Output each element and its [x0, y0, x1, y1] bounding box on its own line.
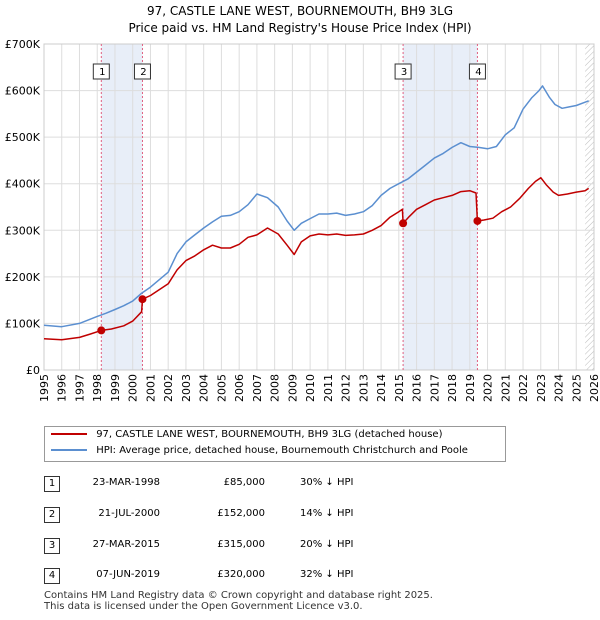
x-tick-label: 2023 [535, 374, 548, 402]
x-tick-label: 2005 [215, 374, 228, 402]
sale-date: 27-MAR-2015 [92, 539, 160, 550]
sale-number-marker [133, 63, 151, 80]
x-tick-label: 2026 [588, 374, 600, 402]
sale-number-label: 3 [401, 67, 407, 78]
y-tick-label: £300K [5, 224, 41, 237]
x-tick-label: 2006 [233, 374, 246, 402]
property-price-line [43, 176, 590, 341]
x-tick-label: 2016 [411, 374, 424, 402]
legend-item-hpi: HPI: Average price, detached house, Bour… [51, 445, 468, 461]
sale-date: 07-JUN-2019 [96, 569, 160, 580]
x-tick-label: 2008 [269, 374, 282, 402]
table-row: 2 21-JUL-2000 £152,000 14% ↓ HPI [0, 507, 600, 527]
x-tick-label: 2003 [180, 374, 193, 402]
x-tick-label: 2017 [428, 374, 441, 402]
sale-point [138, 295, 147, 304]
sale-hpi-diff: 32% ↓ HPI [300, 569, 354, 580]
x-tick-label: 1995 [38, 374, 51, 402]
table-row: 3 27-MAR-2015 £315,000 20% ↓ HPI [0, 538, 600, 558]
shaded-range [101, 44, 143, 370]
legend-label-hpi: HPI: Average price, detached house, Bour… [96, 445, 468, 456]
x-tick-label: 2022 [517, 374, 530, 402]
hpi-line [43, 85, 589, 328]
x-tick-label: 2012 [340, 374, 353, 402]
sale-number-marker [468, 63, 486, 80]
chart-title: 97, CASTLE LANE WEST, BOURNEMOUTH, BH9 3… [146, 4, 454, 18]
y-tick-label: £0 [26, 364, 40, 377]
sale-point [97, 326, 106, 335]
sale-point [399, 219, 408, 228]
x-tick-label: 2000 [127, 374, 140, 402]
x-tick-label: 2009 [286, 374, 299, 402]
x-tick-label: 2019 [464, 374, 477, 402]
sale-number-label: 2 [140, 67, 146, 78]
footer-attribution: Contains HM Land Registry data © Crown c… [44, 590, 433, 612]
sale-hpi-diff: 14% ↓ HPI [300, 508, 354, 519]
sale-date: 23-MAR-1998 [92, 477, 160, 488]
sale-point [473, 216, 482, 225]
sale-number-box: 4 [44, 568, 60, 584]
footer-line-1: Contains HM Land Registry data © Crown c… [44, 590, 433, 601]
legend-swatch-property [51, 433, 87, 435]
footer-line-2: This data is licensed under the Open Gov… [44, 601, 363, 612]
y-tick-label: £200K [5, 271, 41, 284]
legend-item-property: 97, CASTLE LANE WEST, BOURNEMOUTH, BH9 3… [51, 429, 443, 445]
legend-swatch-hpi [51, 449, 87, 451]
sale-number-box: 1 [44, 476, 60, 492]
x-tick-label: 2025 [570, 374, 583, 402]
table-row: 4 07-JUN-2019 £320,000 32% ↓ HPI [0, 568, 600, 588]
sale-price: £320,000 [217, 569, 265, 580]
x-tick-label: 2011 [322, 374, 335, 402]
x-tick-label: 2013 [357, 374, 370, 402]
plot-frame [43, 43, 595, 371]
sale-hpi-diff: 20% ↓ HPI [300, 539, 354, 550]
x-tick-label: 2021 [499, 374, 512, 402]
legend: 97, CASTLE LANE WEST, BOURNEMOUTH, BH9 3… [44, 426, 506, 462]
x-tick-label: 1997 [73, 374, 86, 402]
x-tick-label: 2015 [393, 374, 406, 402]
sale-number-box: 3 [44, 538, 60, 554]
y-tick-label: £700K [5, 38, 41, 51]
y-tick-label: £500K [5, 131, 41, 144]
sale-date: 21-JUL-2000 [98, 508, 160, 519]
chart-subtitle: Price paid vs. HM Land Registry's House … [128, 21, 472, 35]
x-tick-label: 2004 [198, 374, 211, 402]
x-tick-label: 2002 [162, 374, 175, 402]
x-tick-label: 2018 [446, 374, 459, 402]
y-tick-label: £400K [5, 178, 41, 191]
x-tick-label: 2024 [553, 374, 566, 402]
sale-number-marker [92, 63, 110, 80]
x-tick-label: 1998 [91, 374, 104, 402]
x-tick-label: 2020 [482, 374, 495, 402]
x-tick-label: 1999 [109, 374, 122, 402]
sale-price: £315,000 [217, 539, 265, 550]
y-tick-label: £600K [5, 85, 41, 98]
shaded-range [403, 44, 478, 370]
sale-price: £152,000 [217, 508, 265, 519]
x-tick-label: 2001 [144, 374, 157, 402]
price-chart: £0 £100K £200K £300K £400K £500K £600K £700K 199… [5, 38, 600, 402]
x-tick-label: 2014 [375, 374, 388, 402]
sale-number-marker [394, 63, 412, 80]
y-tick-label: £100K [5, 317, 41, 330]
x-tick-label: 2010 [304, 374, 317, 402]
forecast-hatch [585, 44, 594, 370]
sale-price: £85,000 [223, 477, 265, 488]
table-row: 1 23-MAR-1998 £85,000 30% ↓ HPI [0, 476, 600, 496]
sale-number-box: 2 [44, 507, 60, 523]
sale-hpi-diff: 30% ↓ HPI [300, 477, 354, 488]
legend-label-property: 97, CASTLE LANE WEST, BOURNEMOUTH, BH9 3… [96, 429, 443, 440]
x-tick-label: 1996 [56, 374, 69, 402]
x-tick-label: 2007 [251, 374, 264, 402]
sale-number-label: 1 [99, 67, 105, 78]
sale-number-label: 4 [475, 67, 481, 78]
